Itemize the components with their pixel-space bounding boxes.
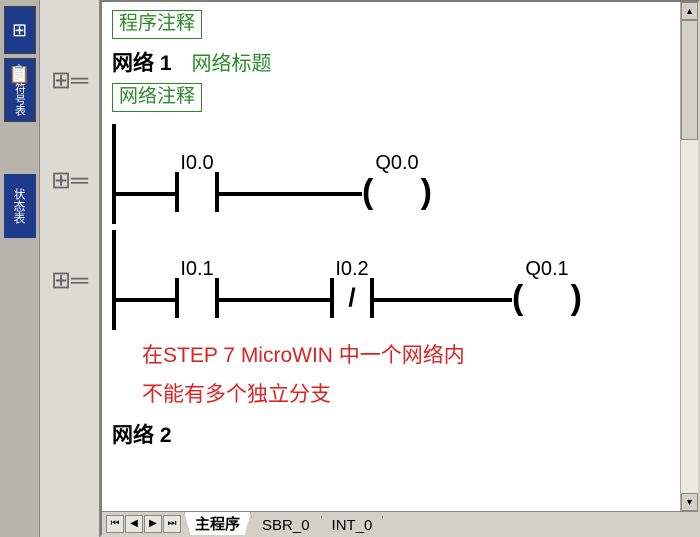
tree-sidebar: ⊞═ ⊞═ ⊞═ <box>40 0 100 537</box>
coil-address: Q0.1 <box>525 258 568 281</box>
network-label: 网络 2 <box>112 419 172 449</box>
nav-sidebar: ⊞ 📋 符号表 状态表 <box>0 0 40 537</box>
tab-bar: ⏮ ◀ ▶ ⏭ 主程序 SBR_0 INT_0 <box>102 511 698 535</box>
vertical-scrollbar[interactable]: ▲ ▼ <box>680 2 698 511</box>
contact-address: I0.2 <box>335 258 368 281</box>
contact-nc[interactable]: / <box>330 278 374 318</box>
editor-main: 程序注释 网络 1 网络标题 网络注释 I0.0 <box>100 0 700 537</box>
ladder-rung[interactable]: I0.1 / I0.2 () Q0.1 <box>112 230 670 330</box>
tab-nav-next[interactable]: ▶ <box>144 515 162 533</box>
network-header: 网络 2 <box>112 419 670 449</box>
contact-no[interactable] <box>175 278 219 318</box>
error-annotation: 在STEP 7 MicroWIN 中一个网络内 不能有多个独立分支 <box>142 336 670 416</box>
contact-address: I0.0 <box>180 152 213 175</box>
tab-nav-last[interactable]: ⏭ <box>163 515 181 533</box>
scroll-track[interactable] <box>681 20 698 493</box>
tab-main[interactable]: 主程序 <box>184 512 251 536</box>
tab-sbr[interactable]: SBR_0 <box>251 516 321 536</box>
network-comment-field[interactable]: 网络注释 <box>112 83 202 112</box>
symbol-table-label: 符号表 <box>12 83 28 116</box>
scroll-thumb[interactable] <box>681 20 698 140</box>
tree-expand-icon[interactable]: ⊞═ <box>46 50 94 110</box>
contact-no[interactable] <box>175 172 219 212</box>
network-title-field[interactable]: 网络标题 <box>192 47 272 76</box>
output-coil[interactable]: () <box>362 172 432 212</box>
network-label: 网络 1 <box>112 47 172 77</box>
contact-address: I0.1 <box>180 258 213 281</box>
symbol-table-icon[interactable]: 📋 符号表 <box>4 58 36 122</box>
ladder-rung[interactable]: I0.0 () Q0.0 <box>112 124 670 224</box>
app-frame: ⊞ 📋 符号表 状态表 ⊞═ ⊞═ ⊞═ 程序注释 网络 1 网络标题 网络注释 <box>0 0 700 537</box>
scroll-up-button[interactable]: ▲ <box>681 2 698 20</box>
sidebar-tool-icon[interactable]: ⊞ <box>4 6 36 54</box>
tree-node-icon-2[interactable]: ⊞═ <box>46 250 94 310</box>
output-coil[interactable]: () <box>512 278 582 318</box>
coil-address: Q0.0 <box>375 152 418 175</box>
tab-nav-prev[interactable]: ◀ <box>125 515 143 533</box>
network-header: 网络 1 网络标题 <box>112 47 670 77</box>
ladder-editor[interactable]: 程序注释 网络 1 网络标题 网络注释 I0.0 <box>102 2 680 511</box>
scroll-down-button[interactable]: ▼ <box>681 493 698 511</box>
program-comment-field[interactable]: 程序注释 <box>112 10 202 39</box>
tab-int[interactable]: INT_0 <box>321 516 384 536</box>
tree-node-icon[interactable]: ⊞═ <box>46 150 94 210</box>
sidebar-status-icon[interactable]: 状态表 <box>4 174 36 238</box>
tab-nav-first[interactable]: ⏮ <box>106 515 124 533</box>
